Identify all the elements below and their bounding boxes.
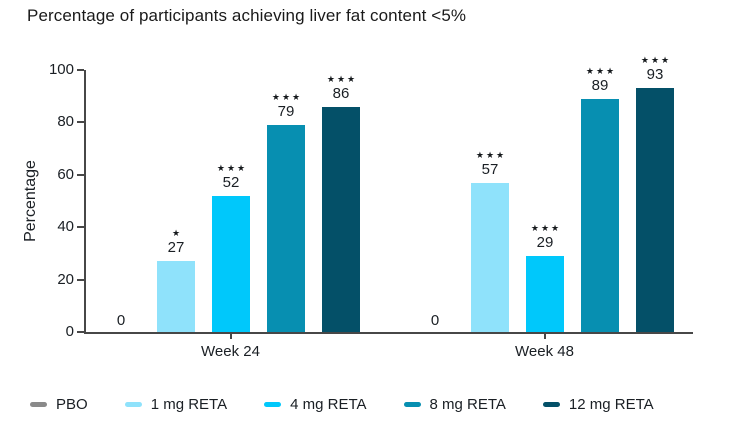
- legend-swatch-pbo: [30, 401, 47, 407]
- legend-swatch-8-mg-reta: [403, 401, 421, 407]
- bar-slot-8-mg-reta: ★★★ 89: [581, 66, 619, 332]
- bar-value-label: ★ 27: [131, 228, 221, 257]
- bar-value-label: ★★★ 89: [555, 66, 645, 95]
- y-tick-mark: [77, 226, 84, 229]
- legend-item-12-mg-reta: 12 mg RETA: [542, 395, 654, 413]
- y-tick-mark: [77, 173, 84, 176]
- y-tick-label: 20: [57, 270, 74, 288]
- bar-slot-1-mg-reta: ★ 27: [157, 70, 195, 332]
- significance-stars: ★★★: [475, 149, 507, 160]
- legend-item-1-mg-reta: 1 mg RETA: [124, 395, 228, 413]
- significance-stars: ★★★: [585, 65, 617, 76]
- bar-slot-12-mg-reta: ★★★ 93: [636, 55, 674, 332]
- plot-area: 0 20 40 60 80 100 0 ★ 27 ★★★ 52 ★★★ 79 ★★★ 86 Week 24 0 ★…: [49, 55, 693, 360]
- bar-value-label: ★★★ 79: [241, 92, 331, 121]
- x-category-label: Week 48: [515, 343, 574, 360]
- legend: PBO 1 mg RETA 4 mg RETA 8 mg RETA 12 mg RETA: [30, 393, 654, 415]
- legend-swatch-4-mg-reta: [264, 401, 282, 407]
- x-category-label: Week 24: [201, 343, 260, 360]
- legend-label: 12 mg RETA: [568, 395, 654, 413]
- bar-value: 57: [481, 160, 499, 178]
- y-tick-label: 100: [48, 61, 74, 78]
- significance-stars: ★★★: [216, 162, 248, 173]
- bar-8-mg-reta-week-48: [581, 98, 619, 332]
- bar-4-mg-reta-week-48: [526, 256, 564, 332]
- legend-item-pbo: PBO: [30, 396, 88, 413]
- y-axis-label: Percentage: [22, 160, 39, 242]
- significance-stars: ★★★: [271, 92, 303, 103]
- bar-slot-pbo: 0: [416, 70, 454, 332]
- bar-group-week-48: 0 ★★★ 57 ★★★ 29 ★★★ 89 ★★★ 93: [416, 55, 674, 332]
- bar-12-mg-reta-week-24: [322, 106, 360, 332]
- zero-value-label: 0: [116, 312, 126, 329]
- bar-value: 52: [222, 173, 240, 191]
- legend-label: 1 mg RETA: [150, 395, 228, 413]
- bar-slot-pbo: 0: [102, 70, 140, 332]
- bar-value: 29: [536, 234, 554, 252]
- bar-8-mg-reta-week-24: [267, 125, 305, 332]
- bar-1-mg-reta-week-24: [157, 261, 195, 332]
- bar-value-label: ★★★ 52: [186, 163, 276, 192]
- bar-slot-12-mg-reta: ★★★ 86: [322, 70, 360, 332]
- bar-value-label: ★★★ 29: [500, 223, 590, 252]
- bar-value: 93: [646, 66, 664, 84]
- bar-value-label: ★★★ 86: [296, 74, 386, 103]
- y-tick-mark: [77, 121, 84, 124]
- zero-value-label: 0: [430, 312, 440, 329]
- legend-swatch-12-mg-reta: [542, 401, 560, 407]
- x-tick-mark: [229, 332, 232, 339]
- bar-value: 86: [332, 84, 350, 102]
- y-tick-label: 60: [57, 165, 74, 183]
- y-tick-mark: [77, 331, 84, 333]
- legend-item-4-mg-reta: 4 mg RETA: [264, 395, 367, 413]
- legend-item-8-mg-reta: 8 mg RETA: [403, 395, 506, 413]
- bar-value-label: ★★★ 57: [445, 150, 535, 179]
- bar-12-mg-reta-week-48: [636, 88, 674, 332]
- bar-value: 27: [167, 239, 185, 257]
- x-tick-mark: [543, 332, 546, 339]
- bar-value: 89: [591, 76, 609, 94]
- legend-swatch-1-mg-reta: [124, 401, 142, 407]
- y-tick-mark: [77, 69, 84, 71]
- bar-slot-4-mg-reta: ★★★ 52: [212, 70, 250, 332]
- bar-group-week-24: 0 ★ 27 ★★★ 52 ★★★ 79 ★★★ 86: [102, 70, 360, 332]
- bar-slot-4-mg-reta: ★★★ 29: [526, 70, 564, 332]
- significance-stars: ★★★: [326, 73, 358, 84]
- legend-label: PBO: [56, 395, 88, 413]
- bar-value-label: ★★★ 93: [610, 55, 700, 84]
- legend-label: 8 mg RETA: [429, 395, 506, 413]
- bar-slot-8-mg-reta: ★★★ 79: [267, 70, 305, 332]
- y-tick-label: 0: [65, 323, 74, 340]
- bar-slot-1-mg-reta: ★★★ 57: [471, 70, 509, 332]
- legend-label: 4 mg RETA: [290, 395, 367, 413]
- y-tick-mark: [77, 278, 84, 281]
- bar-1-mg-reta-week-48: [471, 182, 509, 332]
- bar-4-mg-reta-week-24: [212, 195, 250, 332]
- significance-stars: ★: [171, 228, 183, 239]
- significance-stars: ★★★: [530, 223, 562, 234]
- bar-value: 79: [277, 103, 295, 121]
- y-tick-label: 40: [57, 218, 74, 236]
- significance-stars: ★★★: [640, 55, 672, 66]
- y-tick-label: 80: [57, 113, 74, 131]
- chart-title: Percentage of participants achieving liv…: [27, 6, 467, 25]
